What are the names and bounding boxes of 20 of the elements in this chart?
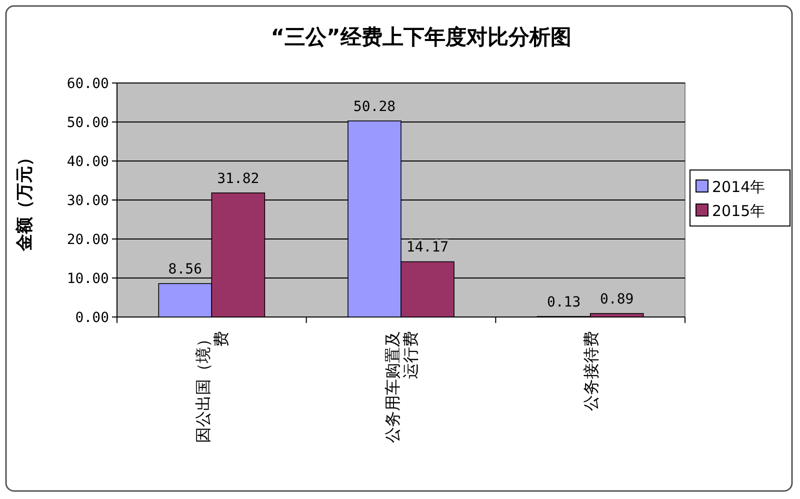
y-tick-label: 10.00 bbox=[66, 271, 109, 287]
data-label: 8.56 bbox=[168, 262, 202, 278]
legend-label: 2015年 bbox=[712, 202, 766, 220]
data-label: 0.89 bbox=[600, 292, 634, 308]
x-tick-label: 公务接待费 bbox=[581, 331, 600, 411]
y-tick-label: 60.00 bbox=[66, 76, 109, 92]
y-tick-label: 30.00 bbox=[66, 193, 109, 209]
y-tick-label: 40.00 bbox=[66, 154, 109, 170]
legend-label: 2014年 bbox=[712, 178, 766, 196]
y-tick-label: 0.00 bbox=[75, 310, 109, 326]
data-label: 14.17 bbox=[406, 240, 449, 256]
data-label: 31.82 bbox=[217, 170, 260, 187]
x-tick-label: 公务用车购置及运行费 bbox=[383, 331, 420, 443]
y-tick-label: 50.00 bbox=[66, 115, 109, 131]
x-tick-label: 因公出国（境）费 bbox=[194, 331, 231, 443]
y-axis-title: 金额（万元） bbox=[15, 149, 35, 252]
y-tick-label: 20.00 bbox=[66, 232, 109, 248]
data-label: 50.28 bbox=[353, 98, 396, 115]
data-label: 0.13 bbox=[546, 294, 581, 310]
chart-title: “三公”经费上下年度对比分析图 bbox=[270, 25, 572, 49]
